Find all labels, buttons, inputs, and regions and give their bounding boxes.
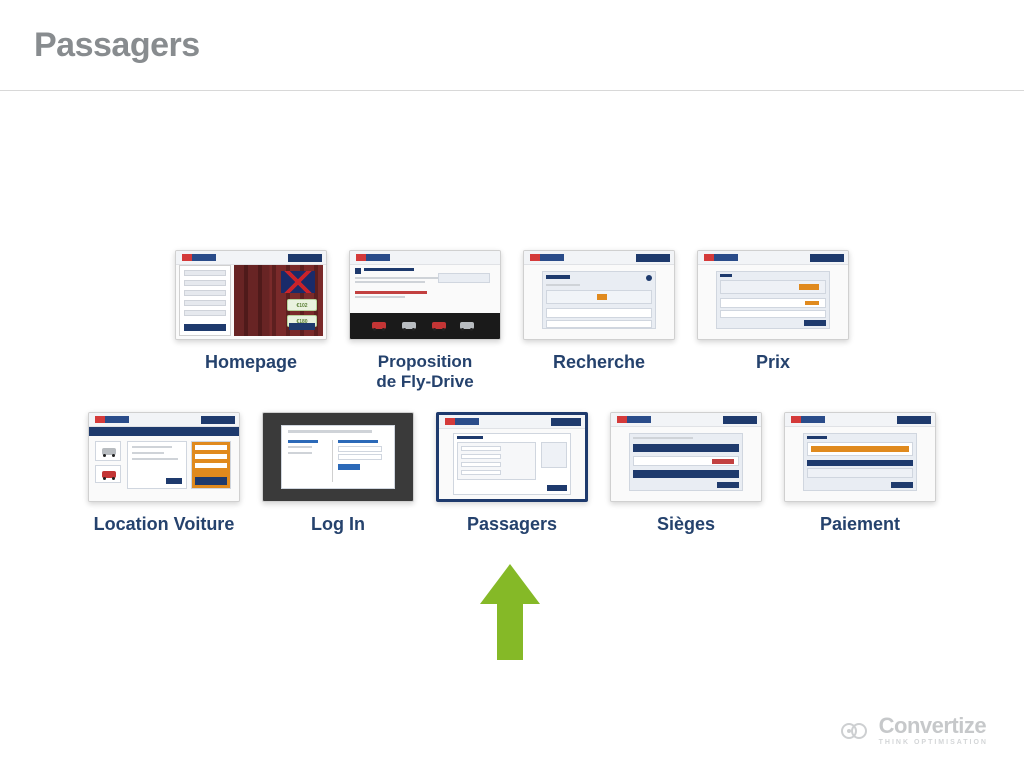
steps-row-1: €102 €180 Homepage — [0, 250, 1024, 391]
step-flydrive[interactable]: Proposition de Fly-Drive — [349, 250, 501, 391]
step-label: Homepage — [205, 352, 297, 373]
step-paiement[interactable]: Paiement — [784, 412, 936, 535]
brand-footer: Convertize THINK OPTIMISATION — [841, 715, 988, 746]
step-label: Paiement — [820, 514, 900, 535]
brand-tagline: THINK OPTIMISATION — [879, 739, 988, 746]
slide: Passagers €102 €180 — [0, 0, 1024, 768]
thumb-passagers — [436, 412, 588, 502]
step-location[interactable]: Location Voiture — [88, 412, 240, 535]
thumb-prix — [697, 250, 849, 340]
step-label: Location Voiture — [94, 514, 235, 535]
step-passagers[interactable]: Passagers — [436, 412, 588, 535]
brand-logo-icon — [841, 719, 869, 743]
steps-row-2: Location Voiture Log In — [0, 412, 1024, 535]
step-label: Passagers — [467, 514, 557, 535]
thumb-paiement — [784, 412, 936, 502]
slide-title: Passagers — [34, 26, 200, 65]
highlight-arrow-icon — [480, 564, 540, 660]
thumb-recherche — [523, 250, 675, 340]
step-label: Log In — [311, 514, 365, 535]
step-recherche[interactable]: Recherche — [523, 250, 675, 391]
step-label: Proposition de Fly-Drive — [376, 352, 473, 391]
brand-name: Convertize — [879, 715, 988, 737]
thumb-login — [262, 412, 414, 502]
thumb-flydrive — [349, 250, 501, 340]
thumb-sieges — [610, 412, 762, 502]
step-prix[interactable]: Prix — [697, 250, 849, 391]
step-label: Recherche — [553, 352, 645, 373]
price-badge-1: €102 — [287, 299, 317, 311]
thumb-location — [88, 412, 240, 502]
step-login[interactable]: Log In — [262, 412, 414, 535]
step-label: Prix — [756, 352, 790, 373]
divider — [0, 90, 1024, 91]
thumb-homepage: €102 €180 — [175, 250, 327, 340]
step-sieges[interactable]: Sièges — [610, 412, 762, 535]
step-label: Sièges — [657, 514, 715, 535]
step-homepage[interactable]: €102 €180 Homepage — [175, 250, 327, 391]
